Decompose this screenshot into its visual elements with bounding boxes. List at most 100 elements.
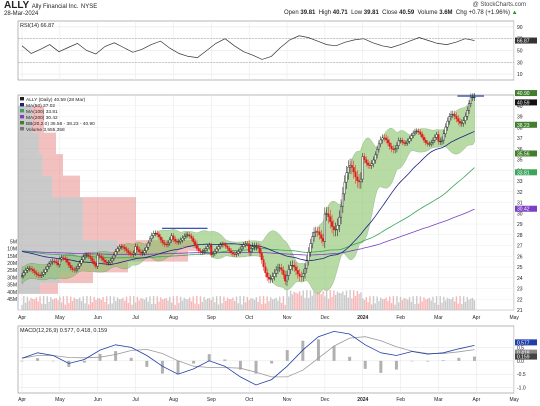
volume-value: 3.6M (439, 10, 453, 16)
candle-body (219, 244, 222, 247)
candle-body (156, 232, 159, 235)
candle-body (287, 269, 290, 276)
volume-bar (120, 298, 122, 310)
candle-body (203, 250, 206, 253)
volume-bar (172, 296, 175, 310)
price-tick-label: 28 (517, 233, 523, 239)
candle-body (322, 238, 325, 242)
volume-bar (57, 300, 59, 310)
candle-body (26, 268, 29, 271)
price-tick-label: 26 (517, 254, 523, 260)
candle-body (111, 258, 114, 262)
volume-bar (354, 295, 357, 310)
rsi-tick-label: 30 (517, 60, 523, 66)
candle-body (388, 142, 391, 147)
candle-body (370, 163, 373, 166)
candle-body (417, 130, 420, 133)
volume-bar (212, 296, 214, 310)
candle-body (399, 140, 402, 142)
volume-bar (149, 296, 151, 310)
company-name: Ally Financial Inc. (31, 4, 79, 10)
volume-bar (405, 298, 407, 310)
candle-body (75, 268, 78, 271)
volume-bar (145, 297, 148, 310)
price-legend-entry: MA(100) 33.81 (26, 109, 58, 115)
x-axis-label-bottom: Apr (18, 397, 26, 403)
volume-bar (277, 300, 279, 310)
volume-bar (284, 304, 286, 310)
macd-histogram-bar (472, 356, 476, 361)
candle-body (311, 236, 314, 244)
volume-bar (87, 304, 90, 310)
volume-bar (352, 290, 355, 310)
volume-bar (360, 292, 362, 310)
candle-body (186, 234, 189, 236)
open-label: Open (284, 10, 299, 16)
volume-bar (50, 297, 52, 310)
volume-bar (111, 303, 113, 310)
candle-body (120, 246, 123, 248)
candle-body (150, 235, 153, 240)
volume-bar (381, 299, 384, 310)
candle-body (325, 213, 328, 215)
x-axis-label-bottom: Oct (245, 397, 253, 403)
close-label: Close (382, 10, 398, 16)
price-tick-label: 31 (517, 201, 523, 207)
volume-bar (338, 292, 340, 310)
volume-bar (44, 304, 47, 310)
candle-body (194, 241, 197, 246)
candle-body (21, 275, 24, 277)
volume-bar (304, 297, 306, 310)
volume-bar (176, 296, 178, 310)
volume-bar (371, 304, 373, 310)
candle-body (340, 205, 343, 218)
volume-bar (152, 296, 155, 310)
volume-by-price-bar-down (52, 175, 80, 198)
price-tick-label: 27 (517, 244, 523, 250)
volume-bar (246, 296, 249, 310)
volume-bar (320, 294, 322, 310)
macd-histogram-bar (285, 350, 289, 361)
macd-histogram-bar (332, 346, 336, 361)
volume-bar (452, 297, 454, 310)
x-axis-label-mid: Apr (18, 315, 26, 321)
candle-body (85, 254, 88, 256)
candle-body (392, 148, 395, 151)
volume-tick-label: 40M (7, 290, 17, 296)
volume-bar (239, 296, 241, 310)
candle-body (244, 243, 247, 245)
volume-bar (68, 303, 70, 310)
header-date: 28-Mar-2024 (4, 11, 39, 17)
volume-bar (33, 299, 36, 310)
macd-histogram-bar (410, 360, 414, 362)
volume-bar (35, 297, 38, 310)
candle-body (138, 249, 141, 253)
candle-body (352, 167, 355, 173)
volume-bar (48, 301, 50, 310)
candle-body (199, 250, 202, 253)
candle-body (235, 253, 238, 255)
candle-body (464, 116, 467, 121)
candle-body (444, 126, 447, 134)
volume-bar (59, 296, 61, 310)
candle-body (282, 269, 285, 276)
volume-bar (179, 296, 182, 310)
volume-bar (190, 301, 193, 310)
rsi-label: RSI(14) 66.87 (20, 23, 54, 29)
candle-body (66, 259, 69, 263)
volume-bar (107, 304, 110, 310)
candle-body (217, 246, 220, 250)
candle-body (363, 156, 366, 161)
candle-body (354, 171, 357, 178)
volume-bar (369, 296, 371, 310)
candle-body (206, 246, 209, 249)
volume-by-price-bar-up (18, 132, 39, 155)
volume-bar (435, 296, 438, 310)
candle-body (221, 244, 224, 246)
volume-bar (302, 290, 304, 310)
chg-value: +0.78 (+1.96%) (468, 10, 510, 16)
volume-tick-label: 45M (7, 297, 17, 303)
volume-bar (279, 296, 281, 310)
candle-body (457, 118, 460, 122)
macd-value-tag-text: 0.159 (517, 355, 530, 361)
